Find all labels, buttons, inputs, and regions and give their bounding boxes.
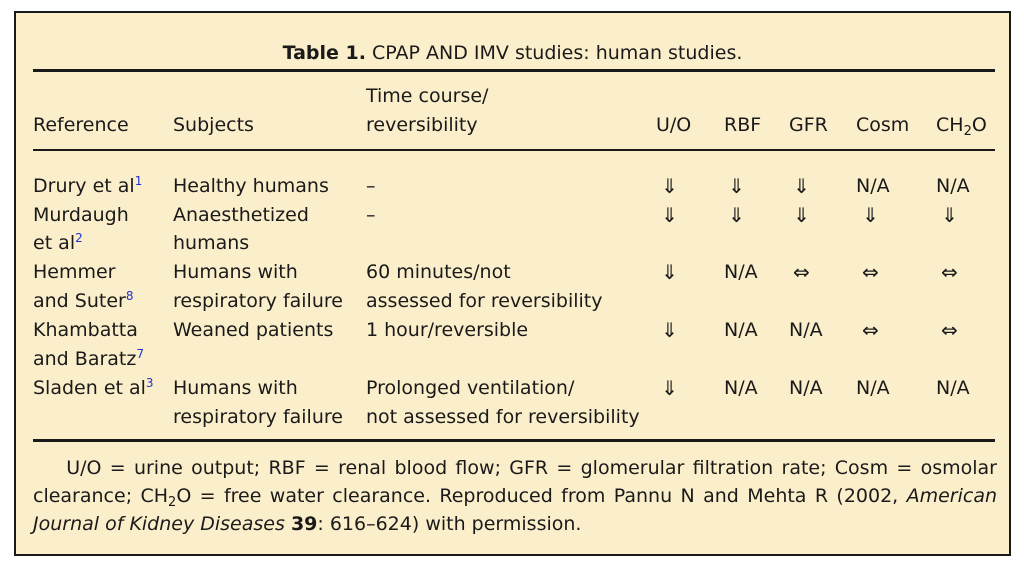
reference-cell-line2: and Suter8: [33, 289, 134, 312]
subjects-cell-line1: Humans with: [173, 377, 298, 399]
bottom-rule: [33, 439, 995, 442]
subjects-cell: Healthy humans: [173, 175, 329, 197]
col-cosm-header: Cosm: [856, 114, 910, 136]
caption-text: CPAP AND IMV studies: human studies.: [372, 42, 743, 64]
rbf-cell: N/A: [724, 261, 758, 283]
cosm-cell: N/A: [856, 175, 890, 197]
ch2o-cell: ⇔: [941, 318, 958, 342]
uo-cell: ⇓: [661, 318, 678, 342]
col-reference-header: Reference: [33, 114, 129, 136]
uo-cell: ⇓: [661, 203, 678, 227]
cosm-cell: ⇔: [862, 260, 879, 284]
uo-cell: ⇓: [661, 260, 678, 284]
time-course-cell-line1: 60 minutes/not: [366, 261, 511, 283]
ch2o-cell: ⇔: [941, 260, 958, 284]
col-time-header-line2: reversibility: [366, 114, 478, 136]
reference-cell: Sladen et al3: [33, 376, 154, 399]
col-time-header-line1: Time course/: [366, 85, 489, 107]
gfr-cell: ⇓: [793, 174, 810, 198]
uo-cell: ⇓: [661, 174, 678, 198]
time-course-cell-line2: not assessed for reversibility: [366, 406, 640, 428]
subjects-cell-line2: humans: [173, 232, 250, 254]
uo-cell: ⇓: [661, 376, 678, 400]
gfr-cell: ⇔: [793, 260, 810, 284]
col-ch2o-header: CH2O: [936, 114, 987, 139]
journal-name: American Journal of Kidney Diseases: [33, 485, 998, 535]
reference-cell: Drury et al1: [33, 174, 143, 197]
col-rbf-header: RBF: [724, 114, 762, 136]
time-course-cell-line2: assessed for reversibility: [366, 290, 603, 312]
cosm-cell: N/A: [856, 377, 890, 399]
subjects-cell-line1: Anaesthetized: [173, 204, 309, 226]
reference-cell-line2: et al2: [33, 231, 83, 254]
ch2o-cell: N/A: [936, 175, 970, 197]
time-course-cell: –: [366, 204, 376, 226]
journal-volume: 39: [290, 513, 318, 535]
gfr-cell: N/A: [789, 377, 823, 399]
subjects-cell: Weaned patients: [173, 319, 334, 341]
table-caption: Table 1. CPAP AND IMV studies: human stu…: [16, 41, 1009, 65]
rbf-cell: N/A: [724, 377, 758, 399]
col-uo-header: U/O: [656, 114, 692, 136]
reference-cell-line1: Murdaugh: [33, 204, 129, 226]
header-rule: [33, 149, 995, 151]
caption-label: Table 1.: [282, 42, 366, 64]
top-rule: [33, 69, 995, 72]
subjects-cell-line1: Humans with: [173, 261, 298, 283]
ch2o-cell: ⇓: [941, 203, 958, 227]
reference-cell-line2: and Baratz7: [33, 347, 144, 370]
subjects-cell-line2: respiratory failure: [173, 290, 343, 312]
cosm-cell: ⇓: [862, 203, 879, 227]
rbf-cell: ⇓: [728, 203, 745, 227]
gfr-cell: ⇓: [793, 203, 810, 227]
reference-cell-line1: Hemmer: [33, 261, 116, 283]
time-course-cell: –: [366, 175, 376, 197]
reference-cell-line1: Khambatta: [33, 319, 138, 341]
ch2o-cell: N/A: [936, 377, 970, 399]
time-course-cell: 1 hour/reversible: [366, 319, 529, 341]
subjects-cell-line2: respiratory failure: [173, 406, 343, 428]
col-gfr-header: GFR: [789, 114, 828, 136]
rbf-cell: N/A: [724, 319, 758, 341]
table-frame: Table 1. CPAP AND IMV studies: human stu…: [14, 11, 1011, 556]
cosm-cell: ⇔: [862, 318, 879, 342]
rbf-cell: ⇓: [728, 174, 745, 198]
col-subjects-header: Subjects: [173, 114, 254, 136]
time-course-cell-line1: Prolonged ventilation/: [366, 377, 575, 399]
table-footnote: U/O = urine output; RBF = renal blood fl…: [33, 457, 998, 535]
gfr-cell: N/A: [789, 319, 823, 341]
